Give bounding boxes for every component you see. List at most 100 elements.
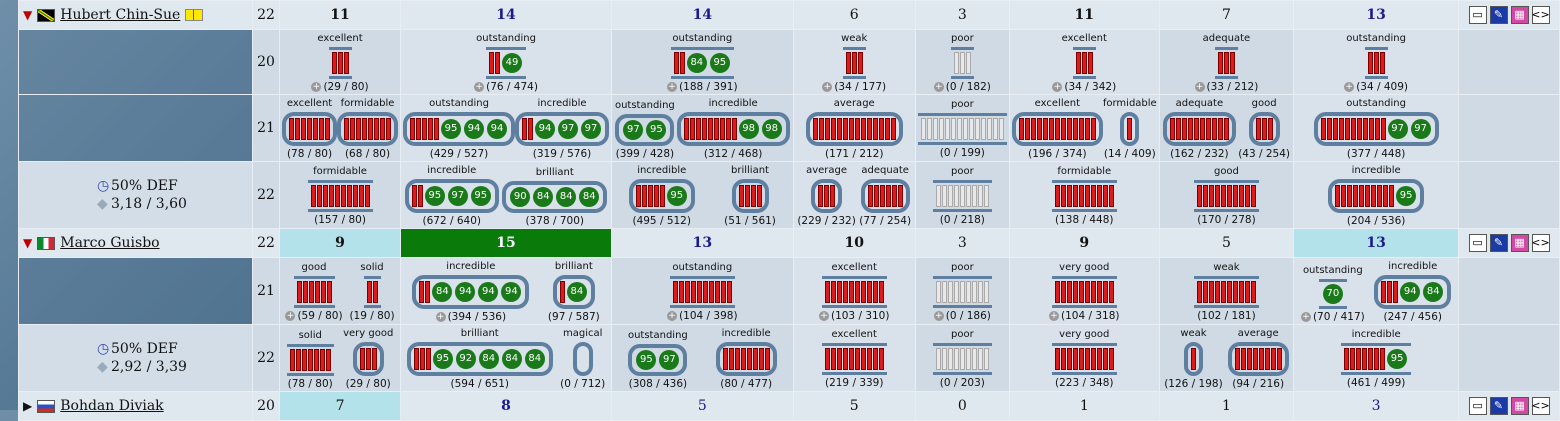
training-count: (196 / 374) (1028, 148, 1087, 160)
count-value: (162 / 232) (1170, 148, 1229, 160)
plus-icon[interactable]: + (1194, 82, 1205, 92)
rating-label: excellent (831, 262, 877, 273)
bar (854, 118, 860, 140)
count-value: (33 / 212) (1206, 81, 1259, 93)
player-name: ▼ Hubert Chin-Sue (19, 2, 251, 29)
skill-cell: good (170 / 278) (1158, 161, 1295, 229)
plus-icon[interactable]: + (474, 82, 485, 92)
bar (725, 118, 731, 140)
bar (295, 118, 301, 140)
plus-icon[interactable]: + (1052, 82, 1063, 92)
score-circle: 90 (510, 187, 531, 207)
bar (1381, 281, 1387, 303)
bar (678, 281, 684, 303)
training-count: (204 / 536) (1347, 215, 1406, 227)
bar (1362, 348, 1368, 370)
plus-icon[interactable]: + (667, 311, 678, 321)
bar (1202, 185, 1208, 207)
bar (635, 185, 641, 207)
bar (938, 118, 944, 140)
bar (860, 118, 866, 140)
bar (425, 348, 431, 370)
shield-icon: ◆ (97, 196, 108, 212)
score-circle: 84 (556, 187, 577, 207)
pencil-icon[interactable]: ✎ (1489, 6, 1508, 24)
collapse-triangle-icon[interactable]: ▼ (23, 236, 33, 250)
rating-label: solid (360, 262, 384, 273)
plus-icon[interactable]: + (933, 311, 944, 321)
player-name-link[interactable]: Bohdan Diviak (60, 398, 164, 414)
plus-icon[interactable]: + (1300, 312, 1311, 322)
progress-bars (842, 47, 866, 79)
bar (812, 118, 818, 140)
bar (830, 348, 836, 370)
plus-icon[interactable]: + (311, 82, 322, 92)
rating-label: average (1237, 328, 1279, 339)
bar (750, 185, 756, 207)
bar (818, 185, 824, 207)
book-icon[interactable] (185, 9, 204, 21)
bar (968, 118, 974, 140)
calendar-icon[interactable]: ▦ (1510, 397, 1529, 415)
bar (1096, 185, 1102, 207)
bar (1108, 348, 1114, 370)
bar (1060, 118, 1066, 140)
expand-triangle-icon[interactable]: ▶ (23, 399, 33, 413)
plus-icon[interactable]: + (822, 82, 833, 92)
plus-icon[interactable]: + (285, 311, 296, 321)
score-circle: 95 (470, 186, 491, 206)
score-circle: 95 (1396, 186, 1417, 206)
bar (1356, 348, 1362, 370)
code-icon[interactable]: <> (1531, 234, 1550, 252)
bar (713, 118, 719, 140)
count-value: (34 / 342) (1064, 81, 1117, 93)
progress-bars (328, 47, 352, 79)
rating-label: incredible (637, 165, 687, 176)
plus-icon[interactable]: + (1049, 311, 1060, 321)
comment-icon[interactable]: ▭ (1468, 6, 1487, 24)
player-name-link[interactable]: Hubert Chin-Sue (60, 7, 181, 23)
bar (1368, 118, 1374, 140)
rating-label: poor (950, 33, 974, 44)
progress-bars (337, 112, 399, 146)
code-icon[interactable]: <> (1531, 6, 1550, 24)
plus-icon[interactable]: + (933, 82, 944, 92)
calendar-icon[interactable]: ▦ (1510, 234, 1529, 252)
code-icon[interactable]: <> (1531, 397, 1550, 415)
skill-group: adequate (162 / 232) (1162, 98, 1236, 160)
collapse-triangle-icon[interactable]: ▼ (23, 8, 33, 22)
score-circle: 97 (581, 119, 602, 139)
rating-label: average (806, 165, 848, 176)
training-count: (77 / 254) (859, 215, 911, 227)
plus-icon[interactable]: + (667, 82, 678, 92)
skill-group: poor (0 / 203) (932, 329, 992, 389)
comment-icon[interactable]: ▭ (1468, 234, 1487, 252)
calendar-icon[interactable]: ▦ (1510, 6, 1529, 24)
rating-label: incredible (708, 98, 758, 109)
row-label: ◷ 50% DEF ◆ 3,18 / 3,60 (18, 161, 253, 229)
bar (1220, 281, 1226, 303)
count-value: (59 / 80) (297, 310, 343, 322)
bar (1060, 185, 1066, 207)
progress-bars: 84 95 (670, 47, 734, 79)
skill-group: formidable (157 / 80) (307, 166, 373, 226)
comment-icon[interactable]: ▭ (1468, 397, 1487, 415)
skill-level: 14 (611, 0, 794, 30)
skill-level: 3 (914, 228, 1010, 258)
bar (1362, 118, 1368, 140)
training-count: (19 / 80) (349, 310, 394, 322)
plus-icon[interactable]: + (818, 311, 829, 321)
pencil-icon[interactable]: ✎ (1489, 397, 1508, 415)
plus-icon[interactable]: + (435, 312, 446, 322)
pencil-icon[interactable]: ✎ (1489, 234, 1508, 252)
player-name-link[interactable]: Marco Guisbo (60, 235, 160, 251)
plus-icon[interactable]: + (1344, 82, 1355, 92)
bar (1226, 281, 1232, 303)
bar (851, 52, 857, 74)
bar (422, 118, 428, 140)
bar (845, 52, 851, 74)
bar (1261, 118, 1267, 140)
bar (1127, 118, 1133, 140)
bar (935, 185, 941, 207)
bar (380, 118, 386, 140)
